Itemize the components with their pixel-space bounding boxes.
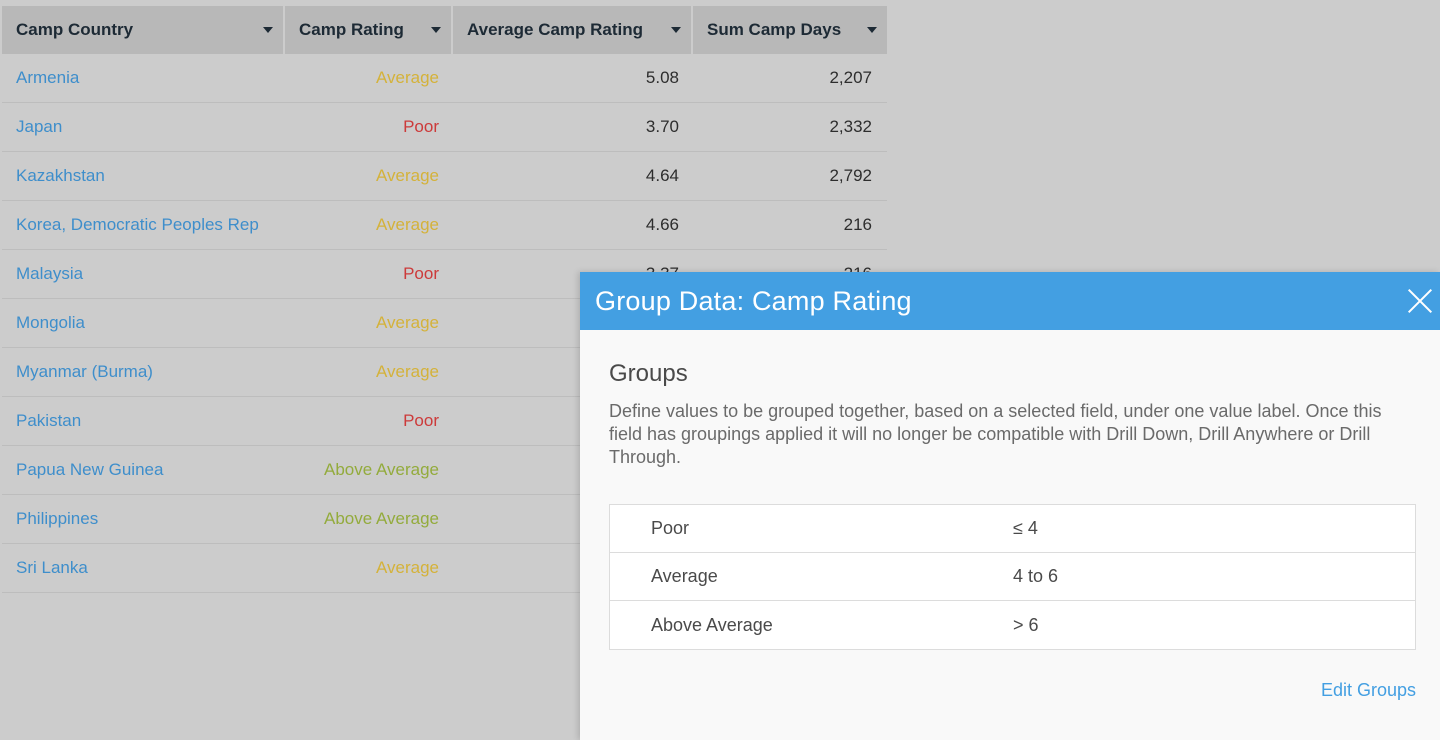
country-link[interactable]: Myanmar (Burma) xyxy=(16,362,153,381)
country-link[interactable]: Korea, Democratic Peoples Rep xyxy=(16,215,259,234)
column-header-average-camp-rating[interactable]: Average Camp Rating xyxy=(453,6,693,54)
table-row: Kazakhstan Average 4.64 2,792 xyxy=(2,152,887,201)
group-name: Above Average xyxy=(651,614,773,635)
group-data-dialog: Group Data: Camp Rating Groups Define va… xyxy=(580,272,1440,740)
caret-down-icon[interactable] xyxy=(671,27,681,33)
country-link[interactable]: Sri Lanka xyxy=(16,558,88,577)
table-body: Armenia Average 5.08 2,207 Japan Poor 3.70 2,33… xyxy=(2,54,887,593)
group-row: Above Average > 6 xyxy=(610,601,1415,649)
country-link[interactable]: Mongolia xyxy=(16,313,85,332)
column-header-label: Camp Rating xyxy=(299,20,404,39)
table-row: Myanmar (Burma) Average xyxy=(2,348,887,397)
edit-groups-link[interactable]: Edit Groups xyxy=(1320,680,1416,700)
country-link[interactable]: Kazakhstan xyxy=(16,166,105,185)
average-camp-rating-cell: 5.08 xyxy=(645,68,679,87)
country-link[interactable]: Armenia xyxy=(16,68,80,87)
group-name: Average xyxy=(651,566,718,586)
group-rule: > 6 xyxy=(1013,614,1039,635)
table-row: Papua New Guinea Above Average xyxy=(2,446,887,495)
column-header-label: Average Camp Rating xyxy=(467,20,644,39)
caret-down-icon[interactable] xyxy=(263,27,273,33)
camp-rating-cell: Average xyxy=(375,68,439,87)
average-camp-rating-cell: 4.64 xyxy=(645,166,679,185)
country-link[interactable]: Pakistan xyxy=(16,411,82,430)
camp-rating-cell: Average xyxy=(375,362,439,381)
table-row: Japan Poor 3.70 2,332 xyxy=(2,103,887,152)
average-camp-rating-cell: 4.66 xyxy=(645,215,679,234)
column-header-label: Camp Country xyxy=(16,20,134,39)
table-row: Philippines Above Average xyxy=(2,495,887,544)
country-link[interactable]: Papua New Guinea xyxy=(16,460,164,479)
report-table: Camp Country Camp Rating Average Camp Ra… xyxy=(2,6,887,593)
dialog-body: Groups Define values to be grouped toget… xyxy=(580,330,1440,650)
group-row: Average 4 to 6 xyxy=(610,553,1415,601)
camp-rating-cell: Above Average xyxy=(324,460,439,479)
column-header-camp-country[interactable]: Camp Country xyxy=(2,6,285,54)
table-row: Armenia Average 5.08 2,207 xyxy=(2,54,887,103)
groups-list: Poor ≤ 4 Average 4 to 6 Above Average > 6 xyxy=(609,504,1416,650)
camp-rating-cell: Average xyxy=(375,166,439,185)
table-row: Korea, Democratic Peoples Rep Average 4.66… xyxy=(2,201,887,250)
group-rule: 4 to 6 xyxy=(1013,566,1059,586)
table-row: Sri Lanka Average xyxy=(2,544,887,593)
caret-down-icon[interactable] xyxy=(431,27,441,33)
camp-rating-cell: Poor xyxy=(403,264,439,283)
group-name: Poor xyxy=(651,518,690,538)
column-header-sum-camp-days[interactable]: Sum Camp Days xyxy=(693,6,887,54)
camp-rating-cell: Poor xyxy=(403,411,439,430)
table-header: Camp Country Camp Rating Average Camp Ra… xyxy=(2,6,887,54)
country-link[interactable]: Philippines xyxy=(16,509,99,528)
column-header-camp-rating[interactable]: Camp Rating xyxy=(285,6,453,54)
camp-rating-cell: Average xyxy=(375,558,439,577)
sum-camp-days-cell: 2,207 xyxy=(829,68,872,87)
camp-rating-cell: Above Average xyxy=(324,509,439,528)
camp-rating-cell: Average xyxy=(375,215,439,234)
average-camp-rating-cell: 3.70 xyxy=(645,117,679,136)
camp-rating-cell: Average xyxy=(375,313,439,332)
section-description: Define values to be grouped together, ba… xyxy=(609,401,1382,467)
close-icon[interactable] xyxy=(1406,287,1434,315)
country-link[interactable]: Japan xyxy=(16,117,63,136)
country-link[interactable]: Malaysia xyxy=(16,264,84,283)
dialog-title: Group Data: Camp Rating xyxy=(595,285,912,316)
section-title: Groups xyxy=(609,360,688,387)
table-row: Mongolia Average xyxy=(2,299,887,348)
sum-camp-days-cell: 2,332 xyxy=(829,117,872,136)
sum-camp-days-cell: 216 xyxy=(843,215,872,234)
group-rule: ≤ 4 xyxy=(1013,518,1038,538)
group-row: Poor ≤ 4 xyxy=(610,505,1415,553)
caret-down-icon[interactable] xyxy=(867,27,877,33)
camp-rating-cell: Poor xyxy=(403,117,439,136)
column-header-label: Sum Camp Days xyxy=(707,20,842,39)
dialog-header: Group Data: Camp Rating xyxy=(580,272,1440,330)
table-row: Pakistan Poor xyxy=(2,397,887,446)
sum-camp-days-cell: 2,792 xyxy=(829,166,872,185)
